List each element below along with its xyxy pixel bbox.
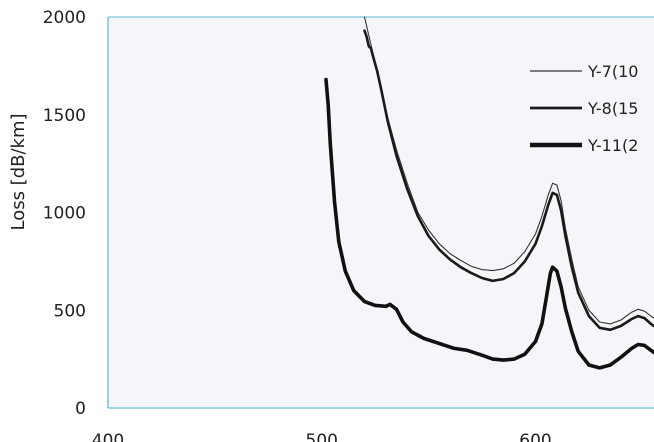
series-line-2 [324,77,654,370]
y-tick-label: 2000 [43,8,86,28]
y-axis-label: Loss [dB/km] [8,113,29,230]
plot-area [108,17,654,408]
legend: Y-7(10 Y-8(15 Y-11(2 [530,62,638,155]
legend-label-y11: Y-11(2 [587,136,638,155]
series-line-0 [363,16,654,325]
legend-label-y8: Y-8(15 [587,99,638,118]
x-tick-label: 400 [92,431,124,442]
y-tick-label: 500 [54,301,86,321]
y-tick-label: 1500 [43,106,86,126]
legend-label-y7: Y-7(10 [587,62,638,81]
x-tick-label: 600 [519,431,551,442]
y-tick-label: 0 [75,399,86,419]
series-line-1 [363,29,654,332]
x-tick-label: 500 [306,431,338,442]
y-tick-label: 1000 [43,204,86,224]
